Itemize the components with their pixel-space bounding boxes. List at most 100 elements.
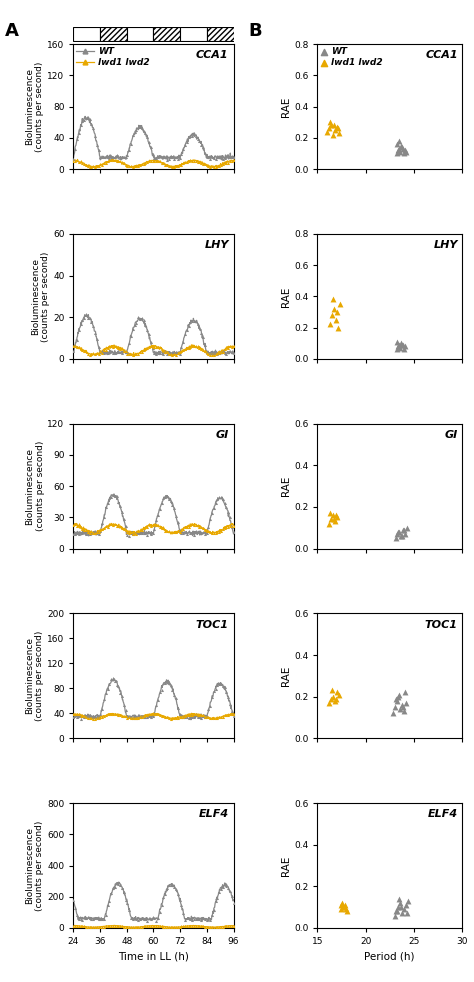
Point xyxy=(398,900,405,915)
Point xyxy=(402,695,410,711)
Point xyxy=(333,510,340,525)
Y-axis label: RAE: RAE xyxy=(281,855,291,876)
Text: LHY: LHY xyxy=(433,241,458,250)
Point xyxy=(395,142,402,158)
Text: GI: GI xyxy=(216,430,229,440)
Point xyxy=(325,516,333,531)
Bar xyxy=(127,27,154,41)
Point xyxy=(395,339,402,355)
Point xyxy=(391,699,398,715)
Point xyxy=(330,300,337,316)
Point xyxy=(397,340,404,355)
Point xyxy=(401,142,409,158)
Text: TOC1: TOC1 xyxy=(425,620,458,629)
Point xyxy=(392,530,399,546)
Text: LHY: LHY xyxy=(204,241,229,250)
Point xyxy=(326,114,334,130)
Point xyxy=(325,695,333,711)
X-axis label: Period (h): Period (h) xyxy=(365,952,415,961)
Point xyxy=(399,697,406,713)
Point xyxy=(403,905,411,921)
Point xyxy=(396,524,403,540)
Point xyxy=(389,705,396,721)
Point xyxy=(394,526,401,542)
Point xyxy=(400,699,407,715)
Point xyxy=(396,140,403,156)
Point xyxy=(331,693,338,709)
Bar xyxy=(207,27,234,41)
Point xyxy=(396,891,403,906)
Point xyxy=(332,508,339,523)
Y-axis label: Bioluminescence
(counts per second): Bioluminescence (counts per second) xyxy=(25,630,45,721)
Point xyxy=(327,691,335,707)
Text: TOC1: TOC1 xyxy=(196,620,229,629)
Point xyxy=(323,124,331,139)
Point xyxy=(401,521,408,537)
Point xyxy=(401,901,408,917)
Point xyxy=(330,512,337,527)
Point xyxy=(325,121,333,136)
Y-axis label: RAE: RAE xyxy=(281,476,291,496)
Y-axis label: RAE: RAE xyxy=(281,286,291,306)
Point xyxy=(341,900,348,915)
Point xyxy=(394,334,401,350)
Point xyxy=(393,145,401,161)
Point xyxy=(329,292,337,307)
Point xyxy=(397,701,404,717)
Point xyxy=(399,905,406,921)
Point xyxy=(343,901,350,917)
Point xyxy=(399,139,406,155)
Y-axis label: RAE: RAE xyxy=(281,96,291,117)
Text: A: A xyxy=(5,22,18,39)
Point xyxy=(398,335,405,351)
Point xyxy=(334,320,341,336)
Y-axis label: Bioluminescence
(counts per second): Bioluminescence (counts per second) xyxy=(25,62,45,152)
Point xyxy=(401,703,408,719)
Y-axis label: RAE: RAE xyxy=(281,666,291,686)
Point xyxy=(337,901,345,917)
Point xyxy=(331,514,338,529)
Point xyxy=(401,145,408,161)
Point xyxy=(392,903,399,919)
Point xyxy=(393,693,401,709)
Point xyxy=(398,528,405,544)
Point xyxy=(396,134,403,149)
Point xyxy=(400,521,407,537)
Point xyxy=(344,903,351,919)
Point xyxy=(328,682,336,698)
Point xyxy=(329,688,337,704)
Point xyxy=(402,144,410,160)
Text: ELF4: ELF4 xyxy=(428,809,458,819)
Point xyxy=(404,893,412,908)
Point xyxy=(335,686,342,702)
Point xyxy=(333,304,340,320)
Point xyxy=(396,337,403,353)
Point xyxy=(339,900,347,915)
Text: CCA1: CCA1 xyxy=(196,50,229,61)
Point xyxy=(401,684,409,700)
Text: B: B xyxy=(249,22,263,39)
Point xyxy=(329,127,337,142)
Point xyxy=(398,137,405,153)
Point xyxy=(396,686,403,702)
Point xyxy=(395,900,402,915)
X-axis label: Time in LL (h): Time in LL (h) xyxy=(118,952,189,961)
Text: ELF4: ELF4 xyxy=(199,809,229,819)
Bar xyxy=(73,27,100,41)
Point xyxy=(402,898,410,913)
Point xyxy=(393,342,401,357)
Point xyxy=(327,118,335,134)
Point xyxy=(331,122,338,137)
Point xyxy=(329,508,337,523)
Point xyxy=(333,684,340,700)
Point xyxy=(335,126,342,141)
Legend: WT, lwd1 lwd2: WT, lwd1 lwd2 xyxy=(76,47,149,67)
Text: GI: GI xyxy=(445,430,458,440)
Bar xyxy=(100,27,127,41)
Point xyxy=(332,312,339,328)
Legend: WT, lwd1 lwd2: WT, lwd1 lwd2 xyxy=(320,47,383,67)
Point xyxy=(342,898,349,913)
Y-axis label: Bioluminescence
(counts per second): Bioluminescence (counts per second) xyxy=(31,251,50,342)
Point xyxy=(327,512,335,527)
Point xyxy=(334,121,341,136)
